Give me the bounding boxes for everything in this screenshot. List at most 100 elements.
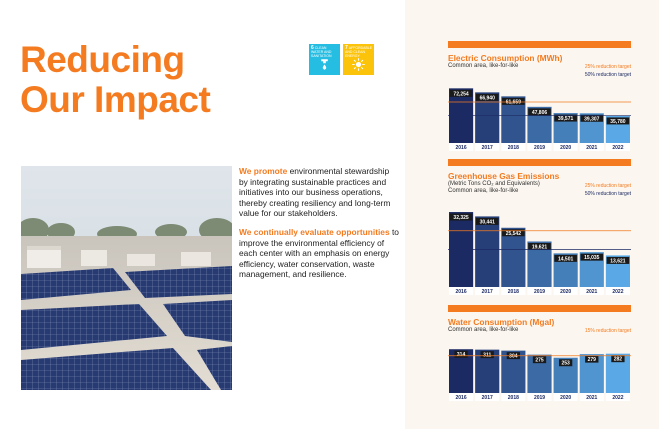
category-label: 2021: [586, 395, 597, 401]
category-label: 2017: [482, 145, 493, 151]
category-cell: [579, 393, 604, 401]
highlight-text: We continually evaluate opportunities: [239, 226, 390, 237]
legend-15-target: 15% reduction target: [584, 328, 631, 334]
sdg-6-badge: 6CLEAN WATER AND SANITATION: [309, 44, 340, 75]
value-label-box: [558, 359, 573, 367]
value-label: 72,254: [453, 91, 469, 97]
value-label-box: [528, 108, 551, 116]
intro-text: We promote environmental stewardship by …: [239, 166, 399, 288]
legend-50-target: 50% reduction target: [584, 72, 631, 78]
category-cell: [501, 287, 526, 295]
category-cell: [527, 143, 552, 151]
category-label: 2018: [508, 395, 519, 401]
category-label: 2016: [456, 145, 467, 151]
sdg-7-badge: 7AFFORDABLE AND CLEAN ENERGY: [343, 44, 374, 75]
legend-25-target: 25% reduction target: [584, 183, 631, 189]
category-label: 2016: [456, 395, 467, 401]
intro-paragraph-2: We continually evaluate opportunities to…: [239, 227, 399, 280]
value-label: 13,621: [610, 258, 626, 264]
value-label: 314: [457, 352, 466, 358]
panel-accent-bar: [448, 41, 631, 48]
category-cell: [449, 393, 474, 401]
category-cell: [475, 393, 500, 401]
category-cell: [475, 287, 500, 295]
value-label-box: [532, 356, 547, 364]
value-label: 30,441: [480, 219, 496, 225]
chart-subtitle: Common area, like-for-like: [448, 327, 519, 333]
category-cell: [475, 143, 500, 151]
category-label: 2021: [586, 145, 597, 151]
panel-accent-bar: [448, 305, 631, 312]
category-cell: [527, 287, 552, 295]
highlight-text: We promote: [239, 166, 288, 176]
category-cell: [449, 143, 474, 151]
value-label: 66,940: [480, 95, 496, 101]
category-label: 2019: [534, 395, 545, 401]
category-label: 2020: [560, 289, 571, 295]
category-cell: [605, 287, 630, 295]
value-label-box: [580, 114, 604, 122]
value-label: 32,325: [453, 215, 469, 221]
bar-2017: [475, 216, 500, 287]
category-cell: [605, 143, 630, 151]
value-label: 279: [588, 357, 597, 363]
category-label: 2017: [482, 289, 493, 295]
paragraph-text: environmental stewardship by integrating…: [239, 166, 391, 219]
sdg-label: AFFORDABLE AND CLEAN ENERGY: [345, 46, 373, 58]
legend-25-target: 25% reduction target: [584, 64, 631, 70]
solar-rooftop-photo: [21, 166, 232, 390]
water-consumption-panel: Water Consumption (Mgal) Common area, li…: [448, 305, 631, 401]
chart-subtitle-2: Common area, like-for-like: [448, 188, 519, 194]
value-label: 14,501: [558, 256, 574, 262]
ghg-emissions-panel: Greenhouse Gas Emissions (Metric Tons CO…: [448, 159, 631, 295]
chart-subtitle-1: (Metric Tons CO₂ and Equivalents): [448, 181, 540, 187]
value-label-box: [611, 355, 625, 363]
value-label-box: [554, 254, 577, 262]
ghg-chart: 32,325 2016 30,441 2017 25,542 2018 19,621 2019…: [448, 204, 631, 295]
category-label: 2017: [482, 395, 493, 401]
category-cell: [605, 393, 630, 401]
chart-title: Water Consumption (Mgal): [448, 317, 555, 327]
value-label: 275: [535, 358, 544, 364]
category-cell: [579, 287, 604, 295]
value-label-box: [502, 97, 525, 105]
intro-paragraph-1: We promote environmental stewardship by …: [239, 166, 399, 219]
category-label: 2018: [508, 289, 519, 295]
value-label-box: [475, 93, 499, 101]
electric-chart: 72,254 2016 66,940 2017 61,659 2018 47,806 2019…: [448, 81, 631, 151]
value-label-box: [449, 213, 473, 221]
value-label: 61,659: [506, 99, 522, 105]
category-cell: [579, 143, 604, 151]
category-cell: [553, 393, 578, 401]
value-label: 282: [614, 357, 623, 363]
category-cell: [553, 143, 578, 151]
page-title: Reducing Our Impact: [20, 40, 211, 120]
value-label: 39,307: [584, 116, 600, 122]
water-chart: 314 2016 311 2017 304 2018 275 2019 253 2020 279 20…: [448, 344, 631, 401]
value-label: 39,571: [558, 116, 574, 122]
value-label: 304: [509, 354, 518, 360]
sdg-label: CLEAN WATER AND SANITATION: [311, 46, 332, 58]
chart-title: Electric Consumption (MWh): [448, 53, 563, 63]
category-cell: [553, 287, 578, 295]
water-tap-icon: [321, 59, 328, 70]
category-cell: [449, 287, 474, 295]
value-label: 25,542: [506, 231, 522, 237]
chart-subtitle: Common area, like-for-like: [448, 63, 519, 69]
value-label-box: [606, 117, 630, 125]
value-label-box: [480, 351, 494, 359]
category-cell: [501, 393, 526, 401]
value-label-box: [580, 253, 604, 261]
category-cell: [501, 143, 526, 151]
value-label: 35,780: [610, 119, 626, 125]
legend-50-target: 50% reduction target: [584, 191, 631, 197]
paragraph-text: to improve the environmental efficiency …: [239, 226, 399, 280]
value-label-box: [528, 243, 551, 251]
value-label-box: [475, 217, 499, 225]
category-label: 2020: [560, 145, 571, 151]
panel-accent-bar: [448, 159, 631, 166]
value-label-box: [454, 350, 468, 358]
category-cell: [527, 393, 552, 401]
sdg-number: 7: [345, 45, 348, 51]
sun-icon: [352, 58, 365, 71]
